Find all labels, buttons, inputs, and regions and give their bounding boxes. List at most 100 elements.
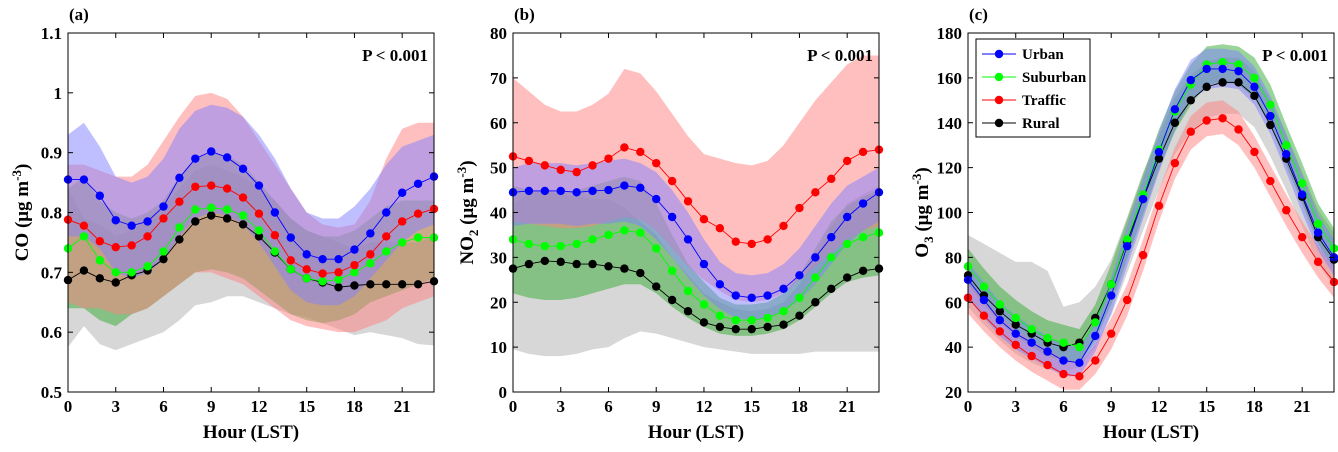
point-suburban-1 [79, 232, 89, 241]
point-urban-8 [636, 183, 645, 193]
point-traffic-14 [1186, 127, 1195, 136]
point-urban-2 [540, 186, 550, 196]
panel-c-annotation: P < 0.001 [1262, 46, 1328, 65]
panel-c-ylabel-mid: (μg m [912, 184, 933, 236]
point-rural-15 [747, 324, 756, 334]
y-tick-label: 30 [490, 248, 507, 267]
point-rural-20 [382, 280, 391, 289]
point-suburban-8 [636, 228, 645, 237]
point-suburban-3 [111, 268, 120, 277]
point-traffic-5 [588, 161, 597, 170]
point-rural-2 [540, 256, 550, 266]
point-rural-12 [699, 318, 709, 327]
panel-c-markers [963, 57, 1338, 381]
point-urban-21 [1297, 190, 1307, 199]
point-rural-8 [636, 268, 645, 278]
point-suburban-17 [1234, 60, 1243, 69]
point-urban-18 [1250, 82, 1259, 92]
point-urban-8 [1091, 331, 1100, 341]
panel-a-ylabel-tail: ) [12, 164, 33, 170]
panel-c-y-axis-label: O3 (μg m-3) [909, 167, 936, 257]
point-suburban-8 [1091, 318, 1100, 327]
point-urban-15 [302, 250, 311, 259]
point-traffic-11 [238, 193, 248, 202]
point-urban-21 [842, 212, 852, 222]
point-rural-17 [779, 320, 788, 329]
point-traffic-9 [1107, 329, 1116, 338]
point-urban-11 [683, 235, 693, 244]
point-rural-19 [811, 298, 820, 307]
panel-c-label: (c) [969, 5, 988, 24]
point-traffic-18 [1250, 147, 1259, 157]
y-tick-label: 10 [490, 338, 507, 357]
panel-c-bands [968, 44, 1334, 390]
point-rural-6 [159, 254, 168, 264]
point-rural-9 [207, 211, 216, 220]
point-suburban-19 [366, 259, 375, 268]
point-suburban-9 [207, 203, 216, 212]
x-tick-label: 6 [604, 397, 613, 416]
legend-marker-traffic [994, 95, 1004, 105]
y-tick-label: 20 [490, 293, 507, 312]
panel-c-x-axis-label: Hour (LST) [1103, 422, 1199, 443]
point-urban-14 [731, 291, 740, 300]
point-suburban-5 [588, 235, 597, 244]
point-traffic-16 [318, 269, 327, 278]
point-suburban-22 [858, 232, 868, 242]
point-suburban-5 [143, 262, 152, 271]
point-urban-2 [95, 191, 105, 200]
point-rural-11 [683, 307, 693, 316]
legend-box [975, 38, 1091, 138]
point-urban-13 [715, 280, 725, 289]
legend-marker-urban [994, 49, 1004, 59]
y-tick-label: 40 [490, 204, 507, 223]
point-traffic-5 [143, 232, 152, 241]
point-rural-18 [1250, 91, 1259, 101]
point-urban-15 [747, 293, 756, 302]
y-tick-label: 60 [945, 293, 962, 312]
point-traffic-8 [636, 147, 645, 157]
x-tick-label: 0 [509, 397, 518, 416]
x-tick-label: 9 [652, 397, 661, 416]
point-traffic-10 [222, 184, 232, 193]
point-suburban-11 [683, 286, 693, 296]
point-urban-3 [111, 216, 120, 225]
point-rural-9 [652, 282, 661, 291]
point-urban-4 [1027, 338, 1036, 347]
point-traffic-6 [604, 154, 613, 163]
point-traffic-11 [683, 197, 693, 206]
point-traffic-7 [620, 143, 629, 152]
panel-b-ticks: 0 3 6 9 12 15 18 21 0 10 20 30 40 50 60 70 80 [490, 24, 879, 416]
point-suburban-8 [191, 205, 200, 214]
point-traffic-2 [95, 237, 105, 246]
panel-b-ylabel-sub: 2 [466, 230, 481, 237]
x-tick-label: 6 [159, 397, 168, 416]
panel-b-ylabel-tail: ) [457, 160, 478, 166]
point-suburban-14 [731, 316, 740, 325]
point-traffic-4 [572, 167, 581, 177]
point-traffic-10 [667, 176, 677, 186]
point-suburban-3 [556, 241, 565, 251]
y-tick-label: 0.9 [41, 144, 62, 163]
point-rural-8 [191, 217, 200, 226]
y-tick-label: 120 [937, 159, 963, 178]
point-suburban-4 [127, 268, 136, 277]
point-suburban-2 [995, 300, 1005, 309]
point-rural-15 [1202, 82, 1211, 92]
point-suburban-4 [1027, 324, 1036, 334]
point-urban-3 [1011, 329, 1020, 338]
point-suburban-21 [397, 238, 407, 247]
point-suburban-2 [95, 256, 105, 265]
y-tick-label: 0 [499, 383, 508, 402]
point-traffic-19 [1266, 176, 1275, 186]
point-urban-15 [1202, 64, 1211, 74]
band-urban [513, 158, 879, 321]
point-suburban-15 [302, 274, 311, 283]
point-urban-19 [811, 253, 820, 262]
y-tick-label: 60 [490, 114, 507, 133]
panel-a-label: (a) [69, 5, 89, 24]
point-traffic-20 [827, 174, 836, 184]
point-suburban-20 [1282, 140, 1291, 150]
point-traffic-7 [1075, 372, 1084, 381]
x-tick-label: 21 [1294, 397, 1311, 416]
